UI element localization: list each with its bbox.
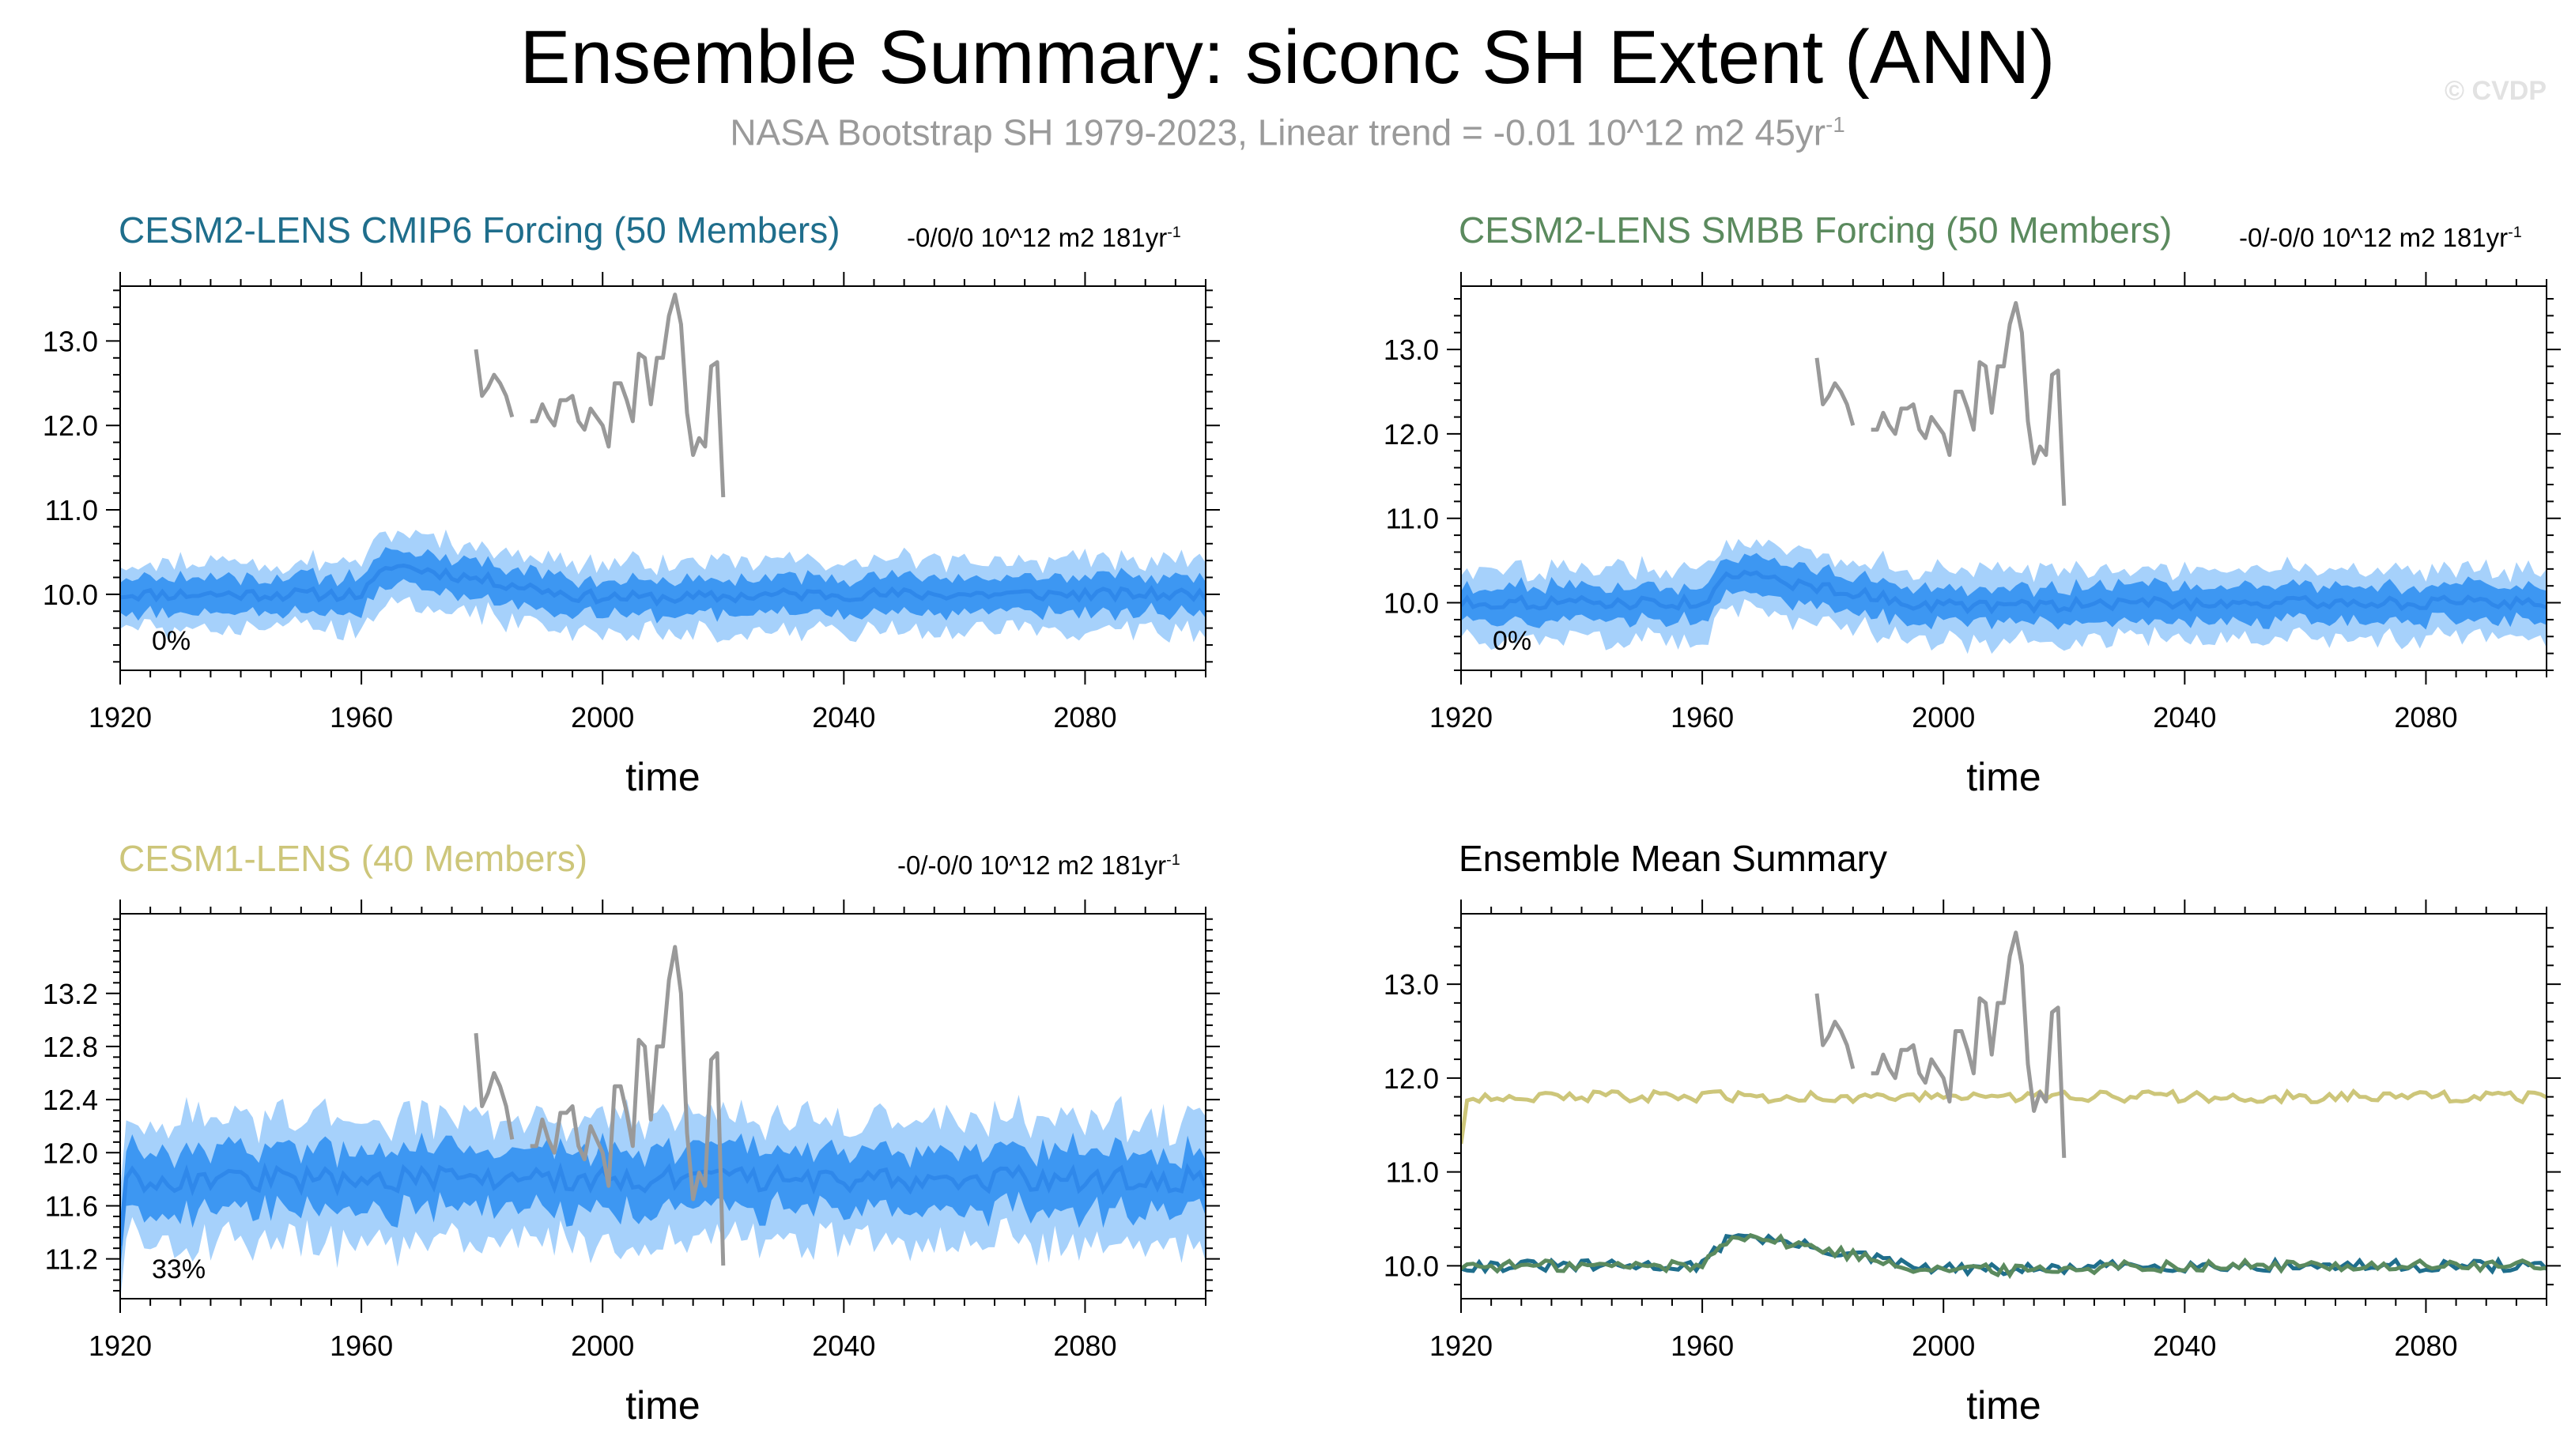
x-tick-label: 2000 xyxy=(1912,701,1975,734)
y-tick-label: 12.0 xyxy=(1384,1062,1439,1095)
y-tick-label: 13.0 xyxy=(1384,968,1439,1001)
ensemble-mean-line xyxy=(1461,569,2547,615)
plot-frame xyxy=(1460,913,2547,1299)
page-title: Ensemble Summary: siconc SH Extent (ANN) xyxy=(519,15,2056,100)
x-tick-label: 1960 xyxy=(1671,1330,1734,1362)
ensemble-interquartile-band xyxy=(120,547,1206,624)
x-tick-label: 2080 xyxy=(1053,701,1116,734)
chart-cesm1: 1920 1960 2000 2040 2080 11.2 11.6 12.0 12.4 12.8… xyxy=(43,900,1220,1428)
y-tick-label: 11.2 xyxy=(45,1243,98,1276)
x-tick-label: 2000 xyxy=(571,701,634,734)
trend-text: -0/-0/0 10^12 m2 181yr xyxy=(897,851,1167,880)
subtitle-superscript: -1 xyxy=(1826,112,1845,137)
y-tick-label: 13.0 xyxy=(43,325,98,357)
ensemble-mean-line xyxy=(120,564,1206,607)
panel-title-smbb: CESM2-LENS SMBB Forcing (50 Members) xyxy=(1459,209,2173,251)
panel-trend-cesm1: -0/-0/0 10^12 m2 181yr-1 xyxy=(897,843,1180,883)
trend-text: -0/-0/0 10^12 m2 181yr xyxy=(2239,223,2509,252)
y-tick-label: 13.0 xyxy=(1384,334,1439,366)
trend-superscript: -1 xyxy=(2508,224,2522,241)
x-tick-label: 1920 xyxy=(89,701,152,734)
subtitle-text: NASA Bootstrap SH 1979-2023, Linear tren… xyxy=(730,111,1826,153)
percent-annotation: 0% xyxy=(152,626,191,656)
x-axis-label: time xyxy=(625,1383,700,1428)
series-line-2 xyxy=(1461,1232,2547,1280)
y-tick-label: 11.6 xyxy=(45,1190,98,1222)
x-tick-label: 1920 xyxy=(1429,701,1493,734)
percent-annotation: 0% xyxy=(1493,626,1531,656)
y-tick-label: 10.0 xyxy=(1384,587,1439,620)
ensemble-interquartile-band xyxy=(120,1132,1206,1272)
y-tick-label: 10.0 xyxy=(1384,1250,1439,1282)
y-tick-label: 10.0 xyxy=(43,579,98,611)
series-line-3 xyxy=(1461,1088,2547,1145)
y-tick-label: 12.0 xyxy=(43,1137,98,1169)
y-tick-label: 11.0 xyxy=(1386,503,1439,535)
plot-area xyxy=(120,945,1206,1299)
y-tick-label: 12.4 xyxy=(43,1084,98,1116)
y-tick-label: 11.0 xyxy=(1386,1156,1439,1189)
observations-line xyxy=(1814,930,2067,1158)
trend-superscript: -1 xyxy=(1166,851,1180,869)
x-tick-label: 2040 xyxy=(812,701,875,734)
x-tick-label: 2000 xyxy=(571,1330,634,1362)
x-tick-label: 2000 xyxy=(1912,1330,1975,1362)
page-subtitle: NASA Bootstrap SH 1979-2023, Linear tren… xyxy=(0,103,2575,154)
x-axis-label: time xyxy=(1966,755,2041,799)
chart-cmip6: 1920 1960 2000 2040 2080 10.0 11.0 12.0 13.0 time… xyxy=(43,272,1220,799)
x-tick-label: 1960 xyxy=(330,701,393,734)
observations-line xyxy=(1814,300,2067,506)
observations-line xyxy=(474,292,726,498)
x-axis-label: time xyxy=(625,755,700,799)
y-tick-label: 12.0 xyxy=(43,409,98,442)
ensemble-interquartile-band xyxy=(1461,553,2547,630)
panel-title-cesm1: CESM1-LENS (40 Members) xyxy=(119,838,588,879)
panel-title-cmip6: CESM2-LENS CMIP6 Forcing (50 Members) xyxy=(119,209,840,251)
y-tick-label: 11.0 xyxy=(45,494,98,526)
trend-text: -0/0/0 10^12 m2 181yr xyxy=(907,223,1168,252)
x-axis-label: time xyxy=(1966,1383,2041,1428)
cvdp-watermark: © CVDP xyxy=(2445,76,2547,106)
y-tick-label: 12.0 xyxy=(1384,418,1439,451)
x-tick-label: 2080 xyxy=(2394,701,2457,734)
y-tick-label: 13.2 xyxy=(43,978,98,1010)
panel-trend-cmip6: -0/0/0 10^12 m2 181yr-1 xyxy=(907,215,1181,255)
observations-line xyxy=(474,945,726,1266)
plot-area xyxy=(120,292,1206,643)
chart-smbb: 1920 1960 2000 2040 2080 10.0 11.0 12.0 13.0 time… xyxy=(1384,272,2561,799)
x-tick-label: 2040 xyxy=(812,1330,875,1362)
x-tick-label: 2040 xyxy=(2153,701,2216,734)
trend-superscript: -1 xyxy=(1167,224,1181,241)
x-tick-label: 1960 xyxy=(330,1330,393,1362)
x-tick-label: 2040 xyxy=(2153,1330,2216,1362)
plot-area xyxy=(1461,930,2547,1280)
chart-mean: 1920 1960 2000 2040 2080 10.0 11.0 12.0 13.0 time xyxy=(1384,900,2561,1428)
x-tick-label: 2080 xyxy=(2394,1330,2457,1362)
x-tick-label: 1960 xyxy=(1671,701,1734,734)
panel-title-mean: Ensemble Mean Summary xyxy=(1459,838,1887,879)
x-tick-label: 2080 xyxy=(1053,1330,1116,1362)
plot-area xyxy=(1461,300,2547,654)
y-tick-label: 12.8 xyxy=(43,1031,98,1063)
panel-trend-smbb: -0/-0/0 10^12 m2 181yr-1 xyxy=(2239,215,2522,255)
percent-annotation: 33% xyxy=(152,1254,206,1284)
x-tick-label: 1920 xyxy=(1429,1330,1493,1362)
ensemble-mean-line xyxy=(120,1162,1206,1247)
x-tick-label: 1920 xyxy=(89,1330,152,1362)
